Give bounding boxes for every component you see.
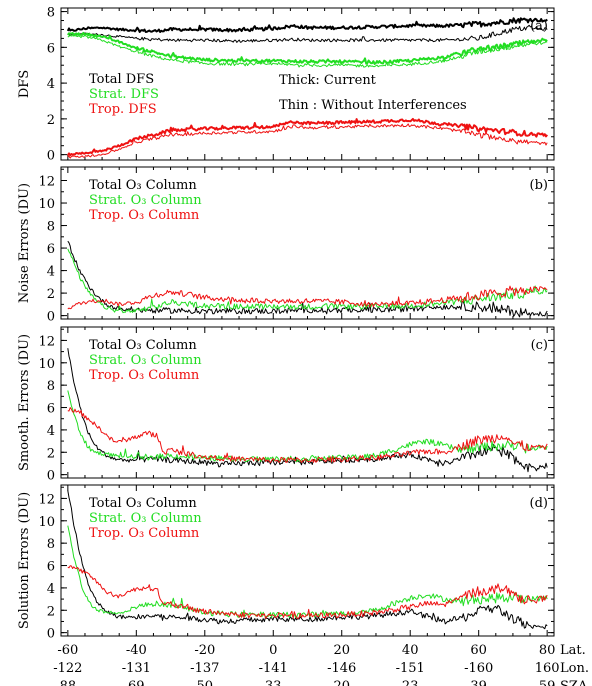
panel-label: (b) [530, 178, 548, 193]
legend-entry: Total O₃ Column [89, 178, 197, 193]
x-tick-label-sza: 59 [539, 679, 556, 686]
x-tick-label-sza: 33 [265, 679, 282, 686]
x-tick-label-lat: 40 [402, 643, 419, 658]
x-tick-label-lon: -131 [122, 661, 151, 676]
y-axis-label: Smooth. Errors (DU) [17, 334, 32, 471]
series-line [67, 285, 548, 310]
x-row-label: SZA [560, 679, 588, 686]
y-tick-label: 10 [38, 515, 55, 530]
panel-d: 0 2 4 6 8 10 12 Solution Errors (DU) (d) Total O₃… [17, 484, 555, 642]
x-tick-label-sza: 39 [470, 679, 487, 686]
y-tick-label: 8 [47, 379, 55, 394]
series-line [66, 117, 549, 157]
y-tick-label: 12 [38, 334, 55, 349]
series-line [67, 240, 548, 318]
y-tick-label: 12 [38, 175, 55, 190]
y-tick-label: 8 [47, 220, 55, 235]
legend-entry: Strat. O₃ Column [89, 353, 202, 368]
y-tick-label: 6 [47, 242, 55, 257]
series-line [67, 565, 548, 620]
y-axis-label: DFS [17, 70, 32, 98]
x-tick-label-lon: -151 [396, 661, 425, 676]
x-tick-label-sza: 69 [128, 679, 145, 686]
x-tick-label-sza: 20 [333, 679, 350, 686]
y-tick-label: 0 [47, 149, 55, 164]
legend-entry: Strat. O₃ Column [89, 511, 202, 526]
legend-entry: Trop. O₃ Column [89, 526, 200, 541]
x-tick-label-lon: -137 [190, 661, 219, 676]
x-row-label: Lon. [560, 661, 589, 676]
series-line [66, 17, 548, 33]
x-row-label: Lat. [560, 643, 586, 658]
x-tick-label-lon: -160 [464, 661, 493, 676]
y-tick-label: 4 [47, 77, 55, 92]
x-tick-label-lat: 0 [269, 643, 277, 658]
y-tick-label: 2 [47, 287, 55, 302]
series-group [66, 17, 549, 159]
legend-entry: Strat. DFS [89, 87, 159, 102]
x-tick-label-lat: -40 [126, 643, 147, 658]
series-line [67, 24, 548, 43]
series-group [67, 490, 548, 630]
y-tick-label: 6 [47, 560, 55, 575]
x-tick-label-lat: 20 [333, 643, 350, 658]
legend-entry: Strat. O₃ Column [89, 193, 202, 208]
x-tick-label-lon: -141 [259, 661, 288, 676]
legend-entry: Trop. DFS [89, 102, 157, 117]
legend-entry: Total O₃ Column [89, 338, 197, 353]
x-tick-label-lon: -122 [53, 661, 82, 676]
legend-entry: Total O₃ Column [89, 496, 197, 511]
x-tick-label-sza: 23 [402, 679, 419, 686]
y-tick-label: 0 [47, 469, 55, 484]
series-line [67, 490, 548, 630]
x-tick-label-sza: 88 [60, 679, 77, 686]
y-tick-label: 4 [47, 265, 55, 280]
series-line [67, 390, 548, 463]
legend-entry: Trop. O₃ Column [89, 368, 200, 383]
y-tick-label: 0 [47, 310, 55, 325]
y-tick-label: 8 [47, 6, 55, 21]
y-tick-label: 12 [38, 492, 55, 507]
y-axis-label: Noise Errors (DU) [17, 183, 32, 303]
panel-label: (d) [530, 496, 548, 511]
y-tick-label: 6 [47, 41, 55, 56]
x-tick-label-lat: -60 [57, 643, 78, 658]
y-tick-label: 10 [38, 357, 55, 372]
series-line [66, 31, 548, 65]
series-line [67, 407, 548, 464]
y-tick-label: 4 [47, 424, 55, 439]
x-tick-label-lat: 80 [539, 643, 556, 658]
y-tick-label: 2 [47, 446, 55, 461]
y-tick-label: 8 [47, 537, 55, 552]
series-group [67, 348, 548, 473]
series-group [67, 240, 548, 318]
y-tick-label: 0 [47, 627, 55, 642]
y-tick-label: 2 [47, 604, 55, 619]
x-tick-label-lon: 160 [535, 661, 560, 676]
annotation: Thick: Current [279, 73, 377, 88]
y-tick-label: 10 [38, 197, 55, 212]
y-tick-label: 2 [47, 113, 55, 128]
series-line [67, 248, 548, 314]
y-tick-label: 4 [47, 582, 55, 597]
x-tick-label-sza: 50 [197, 679, 214, 686]
annotation: Thin : Without Interferences [279, 98, 467, 113]
x-tick-label-lon: -146 [327, 661, 356, 676]
x-tick-label-lat: -20 [194, 643, 215, 658]
y-tick-label: 6 [47, 402, 55, 417]
series-line [67, 123, 548, 159]
y-axis-label: Solution Errors (DU) [17, 492, 32, 629]
panel-c: 0 2 4 6 8 10 12 Smooth. Errors (DU) (c) Total O₃ … [17, 326, 555, 484]
series-line [67, 35, 548, 68]
panel-label: (c) [531, 338, 548, 353]
panel-b: 0 2 4 6 8 10 12 Noise Errors (DU) (b) Total O₃ Co… [17, 166, 555, 325]
legend-entry: Total DFS [89, 72, 154, 87]
legend-entry: Trop. O₃ Column [89, 208, 200, 223]
x-tick-label-lat: 60 [470, 643, 487, 658]
